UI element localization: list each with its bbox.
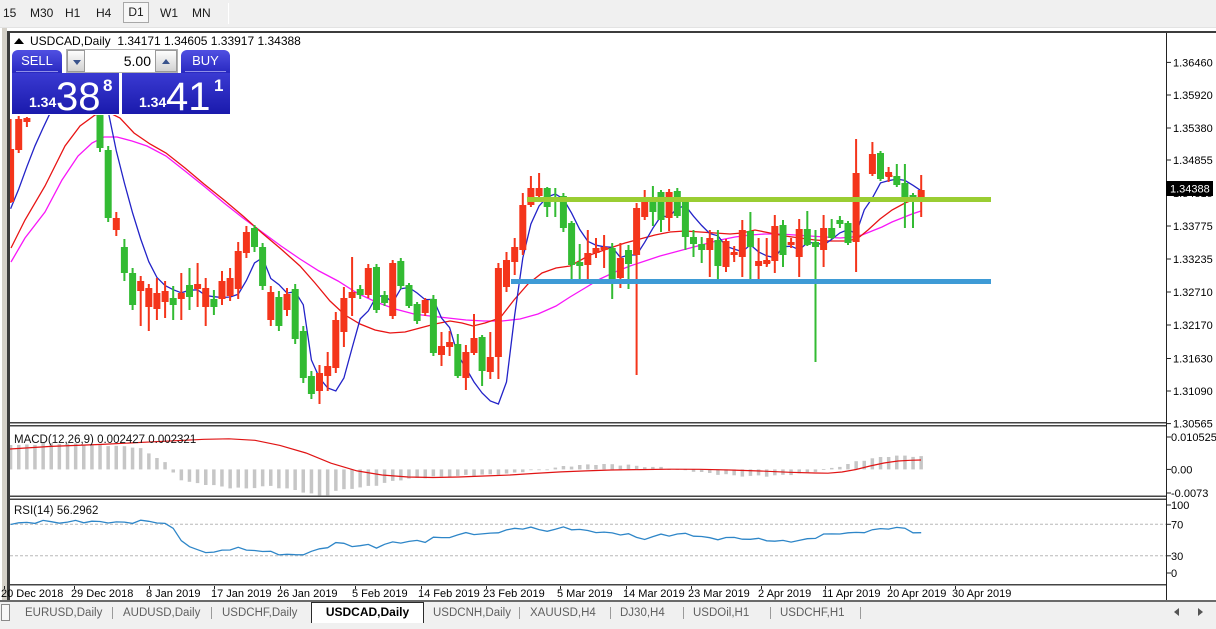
svg-text:2 Apr 2019: 2 Apr 2019 bbox=[758, 588, 811, 600]
svg-text:30 Apr 2019: 30 Apr 2019 bbox=[952, 588, 1011, 600]
svg-text:5 Feb 2019: 5 Feb 2019 bbox=[352, 588, 408, 600]
svg-text:1.30565: 1.30565 bbox=[1173, 419, 1213, 431]
svg-text:1.31090: 1.31090 bbox=[1173, 386, 1213, 398]
svg-text:23 Feb 2019: 23 Feb 2019 bbox=[483, 588, 545, 600]
svg-text:23 Mar 2019: 23 Mar 2019 bbox=[688, 588, 750, 600]
svg-text:1.31630: 1.31630 bbox=[1173, 354, 1213, 366]
svg-text:0.010525: 0.010525 bbox=[1171, 432, 1216, 444]
svg-text:11 Apr 2019: 11 Apr 2019 bbox=[822, 588, 881, 600]
svg-text:30: 30 bbox=[1171, 551, 1183, 563]
svg-text:29 Dec 2018: 29 Dec 2018 bbox=[71, 588, 133, 600]
svg-text:-0.0073: -0.0073 bbox=[1171, 488, 1208, 500]
svg-text:RSI(14) 56.2962: RSI(14) 56.2962 bbox=[14, 505, 98, 517]
svg-text:1.34855: 1.34855 bbox=[1173, 155, 1213, 167]
svg-text:1.35920: 1.35920 bbox=[1173, 90, 1213, 102]
svg-text:1.33775: 1.33775 bbox=[1173, 221, 1213, 233]
svg-text:20 Dec 2018: 20 Dec 2018 bbox=[1, 588, 63, 600]
svg-text:8 Jan 2019: 8 Jan 2019 bbox=[146, 588, 200, 600]
svg-text:0: 0 bbox=[1171, 568, 1177, 580]
svg-text:1.34388: 1.34388 bbox=[1170, 184, 1210, 196]
svg-text:20 Apr 2019: 20 Apr 2019 bbox=[887, 588, 946, 600]
svg-text:100: 100 bbox=[1171, 500, 1189, 512]
svg-text:MACD(12,26,9) 0.002427 0.00232: MACD(12,26,9) 0.002427 0.002321 bbox=[14, 434, 196, 446]
svg-text:26 Jan 2019: 26 Jan 2019 bbox=[277, 588, 338, 600]
svg-text:70: 70 bbox=[1171, 519, 1183, 531]
svg-text:17 Jan 2019: 17 Jan 2019 bbox=[211, 588, 272, 600]
svg-text:1.32170: 1.32170 bbox=[1173, 320, 1213, 332]
svg-text:1.33235: 1.33235 bbox=[1173, 254, 1213, 266]
svg-text:1.35380: 1.35380 bbox=[1173, 123, 1213, 135]
svg-text:0.00: 0.00 bbox=[1171, 464, 1192, 476]
svg-text:14 Feb 2019: 14 Feb 2019 bbox=[418, 588, 480, 600]
svg-text:5 Mar 2019: 5 Mar 2019 bbox=[557, 588, 613, 600]
svg-text:1.36460: 1.36460 bbox=[1173, 57, 1213, 69]
svg-text:14 Mar 2019: 14 Mar 2019 bbox=[623, 588, 685, 600]
svg-text:1.32710: 1.32710 bbox=[1173, 287, 1213, 299]
